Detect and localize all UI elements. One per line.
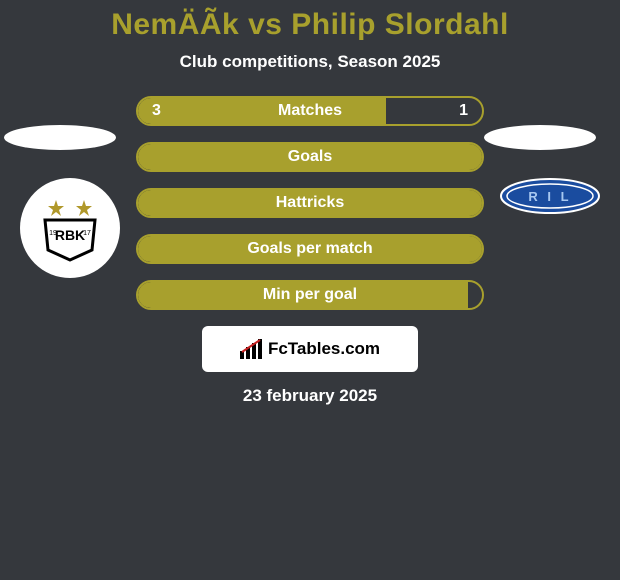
stat-label: Hattricks [138, 194, 482, 212]
stat-value-left: 3 [152, 102, 161, 120]
club-badge-right: R I L [500, 178, 600, 214]
club-badge-left: RBK19 17 [20, 178, 120, 278]
stat-row: Matches3 1 [136, 96, 484, 126]
brand-label: FcTables.com [268, 339, 380, 359]
stat-row: Hattricks [136, 188, 484, 218]
svg-text:17: 17 [83, 230, 91, 237]
comparison-title: NemÄÃ­k vs Philip Slordahl [0, 0, 620, 42]
brand-box: FcTables.com [202, 326, 418, 372]
stat-row: Goals [136, 142, 484, 172]
stat-label: Min per goal [138, 286, 482, 304]
season-subtitle: Club competitions, Season 2025 [0, 52, 620, 72]
brand-chart-icon [240, 339, 264, 359]
player-right-avatar-placeholder [484, 125, 596, 150]
svg-text:19: 19 [49, 230, 57, 237]
stat-row: Min per goal [136, 280, 484, 310]
snapshot-date: 23 february 2025 [0, 386, 620, 406]
player-left-avatar-placeholder [4, 125, 116, 150]
stat-label: Goals [138, 148, 482, 166]
stat-label: Goals per match [138, 240, 482, 258]
svg-text:R I L: R I L [528, 189, 571, 204]
stat-value-right: 1 [459, 102, 468, 120]
stat-label: Matches [138, 102, 482, 120]
stats-column: Matches3 1 Goals Hattricks Goals per match Mi… [136, 96, 484, 310]
stat-row: Goals per match [136, 234, 484, 264]
svg-text:RBK: RBK [55, 227, 85, 243]
club-left-icon: RBK19 17 [20, 178, 120, 278]
club-right-icon: R I L [500, 178, 600, 214]
